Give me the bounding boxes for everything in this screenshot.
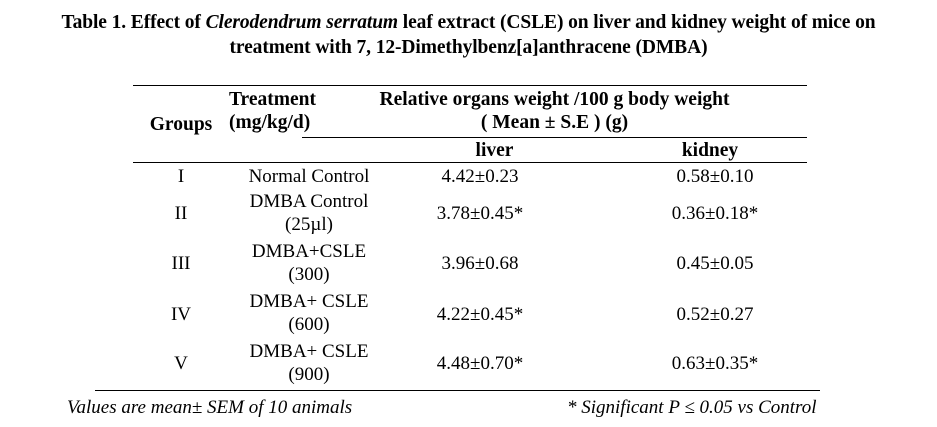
cell-kidney: 0.45±0.05 (676, 253, 754, 274)
cell-kidney: 0.58±0.10 (676, 166, 754, 187)
header-liver: liver (475, 140, 514, 161)
header-treatment-line2: (mg/kg/d) (229, 112, 311, 133)
cell-treatment: DMBA+ CSLE (900) (209, 340, 409, 386)
cell-treatment-line1: DMBA Control (249, 191, 369, 212)
header-treatment: Treatment (mg/kg/d) (229, 88, 316, 134)
table-title: Table 1. Effect of Clerodendrum serratum… (0, 10, 937, 60)
cell-liver: 3.96±0.68 (441, 253, 519, 274)
cell-treatment: DMBA+ CSLE (600) (209, 290, 409, 336)
header-relative-weight: Relative organs weight /100 g body weigh… (302, 88, 807, 134)
cell-treatment: DMBA Control (25µl) (209, 190, 409, 236)
title-species: Clerodendrum serratum (205, 12, 399, 33)
title-rest: leaf extract (CSLE) on liver and kidney … (398, 12, 876, 33)
cell-kidney: 0.63±0.35* (671, 353, 759, 374)
cell-group: IV (170, 304, 192, 325)
cell-kidney: 0.52±0.27 (676, 304, 754, 325)
header-bottom-rule (133, 162, 807, 163)
cell-treatment-line1: DMBA+ CSLE (249, 341, 369, 362)
cell-liver: 4.22±0.45* (436, 304, 524, 325)
title-prefix: Table 1. Effect of (61, 12, 206, 33)
cell-group: III (171, 253, 191, 274)
cell-group: I (177, 166, 185, 187)
cell-treatment-line1: DMBA+CSLE (251, 241, 367, 262)
cell-group: II (174, 203, 188, 224)
cell-treatment-line2: (300) (288, 264, 330, 285)
table-top-rule (133, 85, 807, 86)
subheader-rule (302, 137, 807, 138)
cell-treatment-line2: (600) (288, 314, 330, 335)
footnote-values: Values are mean± SEM of 10 animals (67, 397, 353, 418)
footnote-significance: * Significant P ≤ 0.05 vs Control (567, 397, 817, 418)
title-line2: treatment with 7, 12-Dimethylbenz[a]anth… (229, 37, 708, 58)
header-treatment-line1: Treatment (229, 89, 316, 110)
cell-liver: 4.42±0.23 (441, 166, 519, 187)
header-kidney: kidney (681, 140, 739, 161)
header-relative-line2: ( Mean ± S.E ) (g) (480, 112, 629, 133)
cell-liver: 4.48±0.70* (436, 353, 524, 374)
cell-kidney: 0.36±0.18* (671, 203, 759, 224)
cell-treatment-line2: (25µl) (285, 214, 333, 235)
cell-treatment: DMBA+CSLE (300) (209, 240, 409, 286)
cell-liver: 3.78±0.45* (436, 203, 524, 224)
cell-treatment: Normal Control (248, 166, 370, 187)
header-relative-line1: Relative organs weight /100 g body weigh… (379, 89, 730, 110)
header-groups: Groups (149, 114, 213, 135)
cell-group: V (174, 353, 188, 374)
cell-treatment-line1: DMBA+ CSLE (249, 291, 369, 312)
cell-treatment-line2: (900) (288, 364, 330, 385)
table-bottom-rule (95, 390, 820, 391)
